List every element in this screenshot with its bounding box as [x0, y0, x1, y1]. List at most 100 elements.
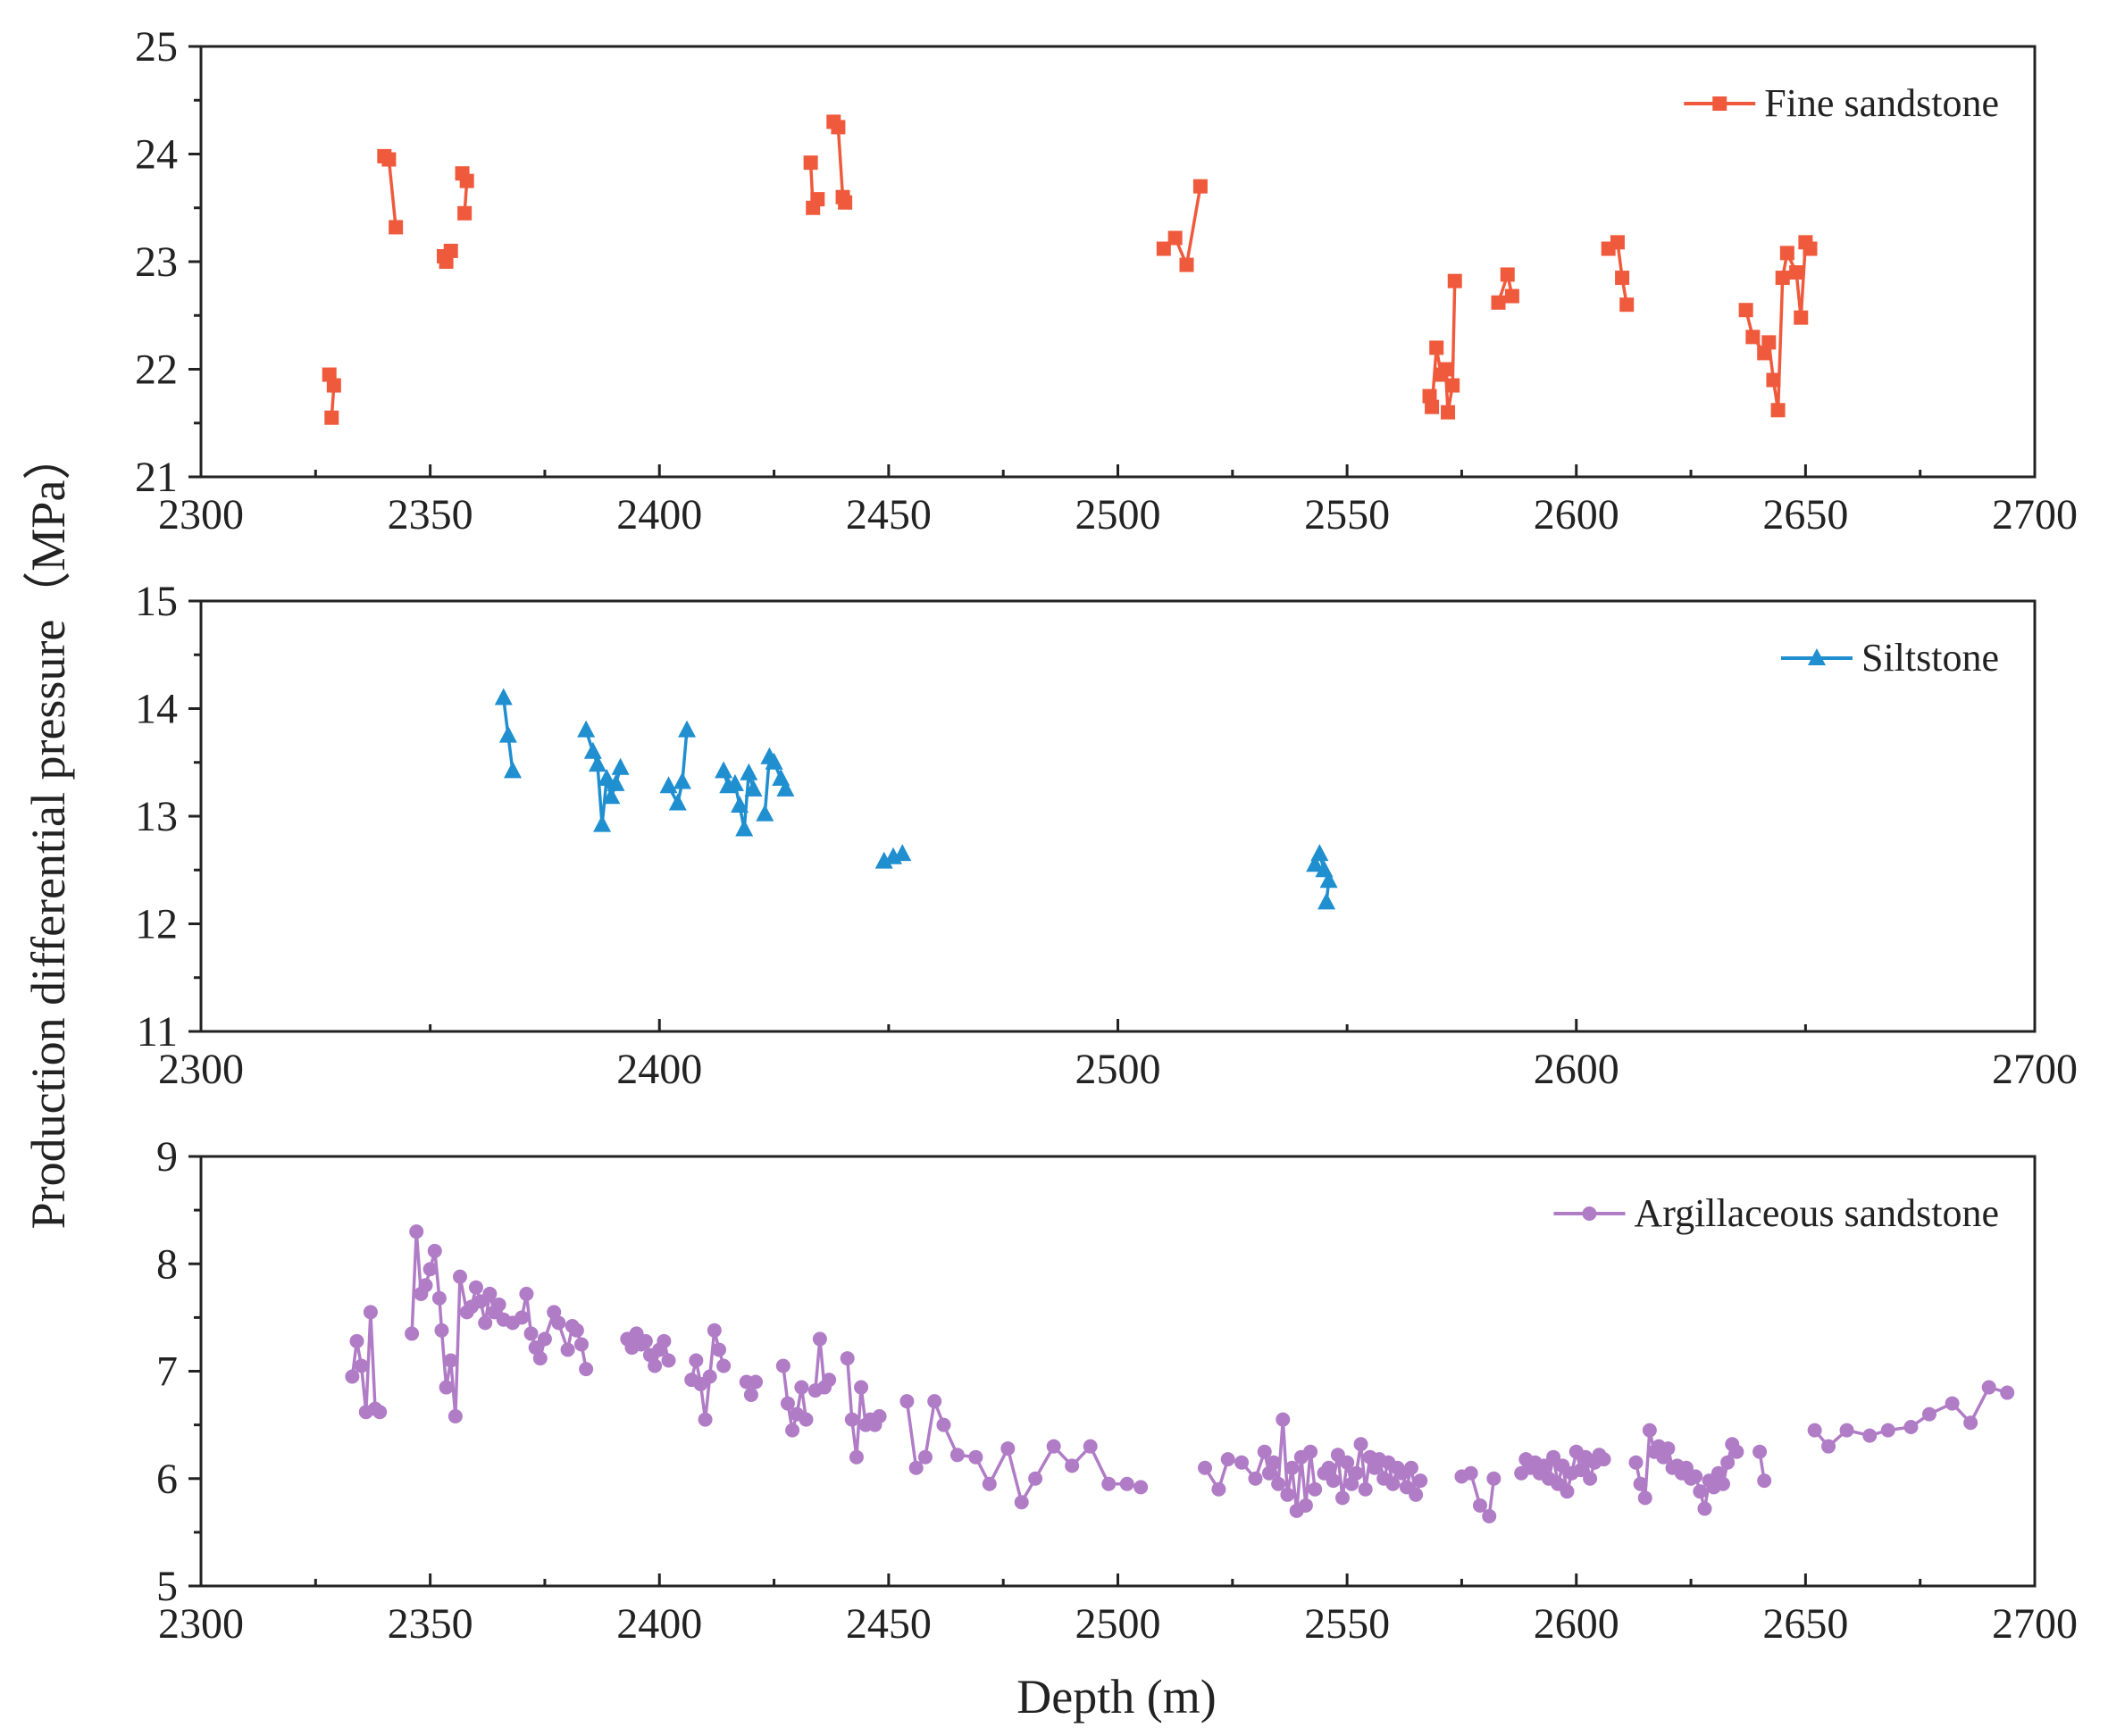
legend-label: Siltstone — [1861, 636, 1999, 680]
panel-argillaceous-sandstone: 2300 2350 2400 2450 2500 2550 2600 2650 2700 5 6 7 8… — [156, 1133, 2078, 1648]
data-point — [1729, 1444, 1744, 1459]
data-point — [1482, 1508, 1497, 1523]
data-point — [569, 1323, 584, 1338]
data-point — [657, 1333, 672, 1348]
x-tick-label: 2600 — [1534, 491, 1619, 538]
data-point — [716, 1358, 732, 1373]
data-point — [443, 243, 458, 258]
y-tick-label: 15 — [135, 578, 178, 625]
data-point — [899, 1394, 915, 1409]
data-point — [422, 1262, 438, 1277]
data-point — [1583, 1471, 1598, 1486]
data-point — [452, 1269, 467, 1284]
data-point — [1596, 1452, 1611, 1467]
data-point — [1678, 1460, 1694, 1475]
data-point — [349, 1333, 364, 1348]
data-point — [1610, 235, 1625, 250]
data-point — [482, 1286, 498, 1301]
data-point — [785, 1423, 800, 1438]
data-point — [1880, 1423, 1895, 1438]
data-point — [689, 1353, 704, 1368]
data-point — [840, 1351, 855, 1366]
data-point — [448, 1409, 463, 1424]
data-point — [1257, 1444, 1272, 1459]
data-point — [659, 776, 678, 794]
data-point — [1276, 1412, 1291, 1427]
data-point — [1693, 1484, 1708, 1499]
data-point — [776, 779, 795, 797]
data-point — [1344, 1476, 1359, 1491]
data-point — [523, 1326, 539, 1341]
data-point — [1807, 1423, 1822, 1438]
data-point — [1220, 1452, 1235, 1467]
data-point — [678, 720, 697, 738]
legend: Fine sandstone — [1684, 81, 1999, 125]
x-tick-label: 2600 — [1534, 1046, 1619, 1093]
data-point — [648, 1358, 663, 1373]
data-point — [1697, 1501, 1712, 1516]
data-point — [1757, 346, 1772, 361]
data-point — [1284, 1460, 1300, 1475]
series-fine-sandstone — [322, 114, 1818, 425]
y-tick-label: 23 — [135, 238, 178, 286]
data-point — [756, 804, 774, 822]
legend-marker — [1807, 648, 1826, 665]
data-point — [1821, 1439, 1836, 1454]
data-point — [968, 1449, 983, 1465]
x-tick-label: 2450 — [846, 1600, 932, 1648]
data-point — [1429, 340, 1444, 355]
data-point — [1500, 267, 1515, 282]
data-point — [457, 205, 473, 221]
data-point — [775, 1358, 790, 1373]
data-point — [1770, 403, 1786, 418]
data-point — [1642, 1423, 1657, 1438]
data-point — [1573, 1463, 1588, 1478]
data-point — [844, 1412, 859, 1427]
x-tick-label: 2300 — [158, 1600, 244, 1648]
legend-marker — [1712, 96, 1727, 111]
data-point — [372, 1405, 388, 1420]
data-point — [381, 152, 397, 167]
data-point — [598, 768, 616, 786]
data-point — [537, 1331, 552, 1347]
x-tick-label: 2500 — [1075, 1600, 1161, 1648]
series-siltstone — [494, 688, 1338, 910]
data-point — [1637, 1490, 1652, 1506]
data-point — [1318, 892, 1336, 910]
data-point — [1560, 1484, 1575, 1499]
data-point — [1303, 1444, 1318, 1459]
data-point — [1752, 1444, 1768, 1459]
data-point — [468, 1280, 483, 1295]
data-point — [1486, 1471, 1502, 1486]
x-tick-label: 2650 — [1762, 1600, 1848, 1648]
data-point — [1167, 230, 1183, 246]
data-point — [698, 1412, 713, 1427]
data-point — [725, 773, 744, 791]
x-tick-label: 2450 — [846, 491, 932, 538]
data-point — [1198, 1460, 1213, 1475]
data-point — [1083, 1439, 1098, 1454]
data-point — [389, 220, 404, 235]
data-point — [363, 1305, 378, 1320]
data-point — [917, 1449, 933, 1465]
data-point — [1422, 388, 1437, 404]
data-point — [2000, 1385, 2015, 1400]
data-point — [1267, 1455, 1282, 1470]
y-axis-title: Production differential pressure（MPa） — [21, 432, 75, 1230]
data-point — [1660, 1441, 1676, 1456]
data-point — [606, 773, 625, 791]
data-point — [1619, 297, 1635, 313]
x-tick-label: 2500 — [1075, 491, 1161, 538]
data-point — [711, 1342, 726, 1357]
data-point — [1839, 1423, 1854, 1438]
data-point — [560, 1342, 575, 1357]
data-point — [494, 688, 513, 705]
data-point — [810, 192, 825, 207]
data-point — [803, 155, 818, 171]
data-point — [1353, 1437, 1368, 1452]
y-tick-label: 9 — [156, 1133, 178, 1181]
data-point — [583, 741, 602, 759]
data-point — [1179, 257, 1194, 272]
data-point — [668, 793, 687, 811]
